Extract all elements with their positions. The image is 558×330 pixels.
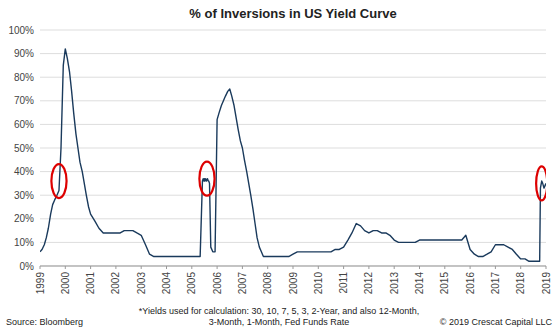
y-tick-label: 0% [20, 261, 35, 272]
x-tick [242, 266, 243, 269]
y-tick-label: 90% [14, 48, 34, 59]
x-tick-label: 2011 [338, 272, 349, 294]
footnote: *Yields used for calculation: 30, 10, 7,… [139, 306, 420, 316]
source: Source: Bloomberg [6, 317, 83, 327]
x-tick [495, 266, 496, 269]
x-tick-label: 2017 [490, 272, 501, 295]
x-tick [90, 266, 91, 269]
grid-line [40, 148, 546, 149]
y-tick-label: 30% [14, 190, 34, 201]
grid-line [40, 30, 546, 31]
copyright: © 2019 Crescat Capital LLC [440, 317, 553, 327]
x-tick-label: 2003 [136, 272, 147, 295]
x-tick-label: 2007 [237, 272, 248, 295]
x-tick-label: 2016 [465, 272, 476, 295]
x-tick [267, 266, 268, 269]
x-tick-label: 2012 [363, 272, 374, 295]
grid-line [40, 100, 546, 101]
series-line [40, 49, 546, 261]
x-tick [368, 266, 369, 269]
x-tick [40, 266, 41, 269]
x-tick [65, 266, 66, 269]
x-tick-label: 2000 [60, 272, 71, 295]
grid-line [40, 195, 546, 196]
x-tick [318, 266, 319, 269]
x-tick [419, 266, 420, 269]
y-tick-label: 10% [14, 237, 34, 248]
y-tick-label: 100% [8, 25, 34, 36]
x-tick-label: 1999 [35, 272, 46, 295]
chart: % of Inversions in US Yield Curve 0% 10% 20… [0, 0, 558, 330]
grid-line [40, 218, 546, 219]
y-tick-label: 50% [14, 143, 34, 154]
highlight-ellipse [51, 164, 66, 198]
x-tick [520, 266, 521, 269]
footnote: 3-Month, 1-Month, Fed Funds Rate [209, 317, 350, 327]
y-tick-label: 70% [14, 95, 34, 106]
grid-line [40, 171, 546, 172]
grid-line [40, 242, 546, 243]
x-tick [141, 266, 142, 269]
grid-line [40, 124, 546, 125]
x-tick-label: 2010 [313, 272, 324, 295]
grid-line [40, 53, 546, 54]
x-tick [115, 266, 116, 269]
x-tick [191, 266, 192, 269]
x-tick-label: 2008 [262, 272, 273, 295]
x-tick-label: 2015 [439, 272, 450, 295]
x-tick [546, 266, 547, 269]
x-tick-label: 2004 [161, 272, 172, 295]
x-tick [470, 266, 471, 269]
x-tick [166, 266, 167, 269]
chart-container: % of Inversions in US Yield Curve 0% 10% 20… [0, 0, 558, 330]
x-tick-label: 2014 [414, 272, 425, 295]
title: % of Inversions in US Yield Curve [189, 6, 396, 21]
highlight-ellipse [536, 166, 546, 200]
grid-line [40, 77, 546, 78]
y-tick-label: 80% [14, 72, 34, 83]
y-tick-label: 40% [14, 166, 34, 177]
y-tick-label: 60% [14, 119, 34, 130]
x-tick-label: 2006 [212, 272, 223, 295]
x-tick-label: 2001 [85, 272, 96, 295]
x-tick-label: 2005 [186, 272, 197, 295]
x-tick-label: 2019 [541, 272, 552, 295]
x-tick-label: 2018 [515, 272, 526, 295]
x-tick [394, 266, 395, 269]
x-tick-label: 2002 [110, 272, 121, 295]
y-grid [40, 30, 546, 266]
x-tick-label: 2013 [389, 272, 400, 295]
y-tick-label: 20% [14, 213, 34, 224]
plot-area [40, 49, 546, 261]
x-tick [343, 266, 344, 269]
highlight-ellipse [199, 162, 214, 196]
x-tick [217, 266, 218, 269]
x-tick [293, 266, 294, 269]
x-tick [444, 266, 445, 269]
x-tick-label: 2009 [288, 272, 299, 295]
